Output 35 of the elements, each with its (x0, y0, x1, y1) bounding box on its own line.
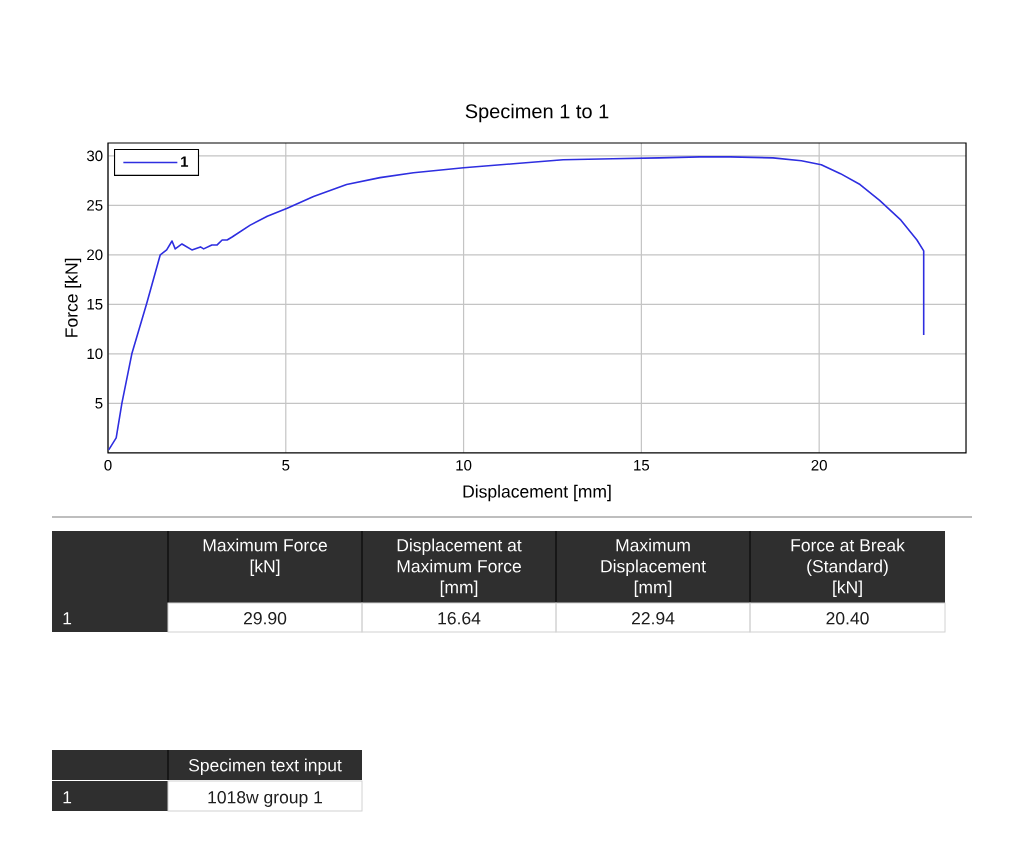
y-tick-label: 5 (95, 398, 103, 409)
y-tick-label: 10 (87, 348, 103, 360)
text: [mm] (634, 580, 672, 597)
text: (Standard) (807, 559, 888, 576)
x-tick-label: 10 (456, 459, 472, 471)
text: 22.94 (631, 612, 675, 625)
text: [kN] (833, 580, 862, 597)
y-tick-label: 25 (87, 200, 103, 211)
text: 16.64 (438, 612, 481, 625)
text: Specimen text input (188, 758, 342, 775)
text: 29.90 (243, 612, 287, 625)
text: [mm] (440, 580, 478, 597)
text: Maximum (616, 538, 690, 552)
x-tick-label: 0 (104, 459, 112, 471)
x-axis-title: Displacement [mm] (463, 484, 611, 502)
line-series (108, 156, 925, 451)
text: Displacement at (397, 538, 522, 555)
x-tick-label: 15 (634, 460, 650, 471)
y-axis-title: Force [kN] (64, 258, 82, 337)
x-tick-label: 5 (282, 460, 290, 471)
text: Force at Break (791, 538, 905, 552)
y-tick-label: 30 (86, 150, 103, 162)
x-tick-label: 20 (811, 459, 827, 471)
y-tick-label: 15 (87, 299, 103, 310)
text: 1 (63, 791, 72, 804)
text: 1018w group 1 (208, 791, 322, 807)
text: Displacement (601, 559, 706, 576)
text: 20.40 (826, 612, 869, 625)
y-tick-label: 20 (87, 249, 103, 261)
text: Maximum Force (203, 538, 327, 552)
legend-label: 1 (181, 156, 189, 167)
text: [kN] (250, 559, 280, 576)
chart-title: Specimen 1 to 1 (465, 103, 609, 123)
text: 1 (63, 612, 72, 625)
text: Maximum Force (397, 559, 521, 573)
